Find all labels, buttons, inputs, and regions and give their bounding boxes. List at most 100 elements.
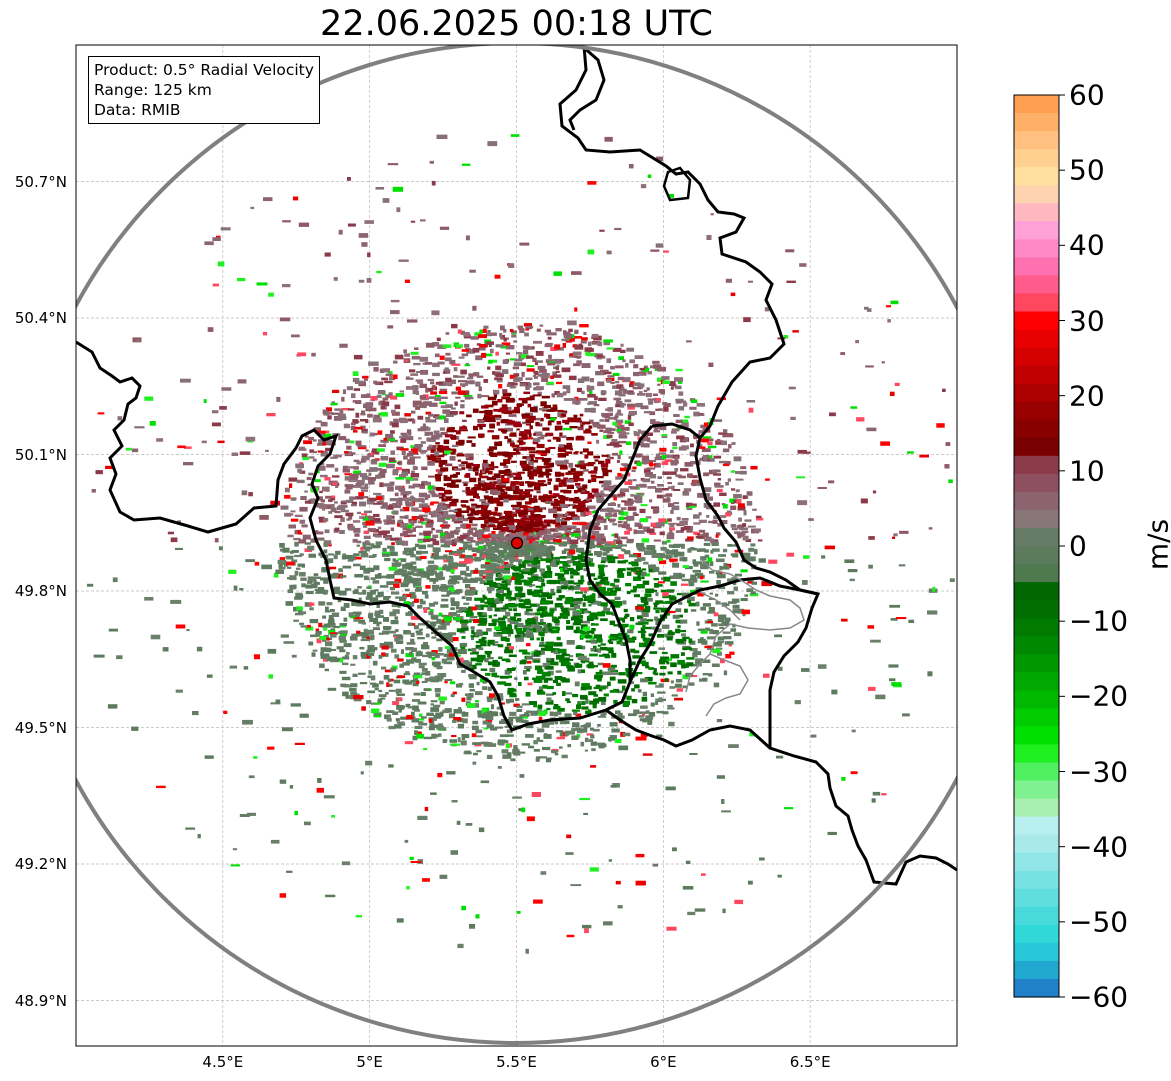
echo-pixel [555, 460, 565, 465]
echo-pixel [456, 549, 463, 555]
echo-pixel [396, 467, 402, 471]
echo-pixel [418, 532, 425, 536]
echo-pixel [394, 559, 399, 563]
echo-pixel [465, 453, 474, 458]
echo-pixel [360, 419, 368, 422]
echo-pixel [587, 462, 596, 465]
echo-pixel [383, 675, 390, 680]
echo-pixel [461, 627, 469, 631]
echo-pixel [540, 434, 548, 437]
echo-pixel [527, 403, 532, 408]
echo-pixel [644, 605, 651, 610]
echo-pixel [369, 432, 375, 437]
echo-pixel [602, 518, 607, 522]
echo-pixel [327, 415, 332, 420]
echo-pixel [737, 506, 746, 511]
echo-pixel [527, 437, 534, 440]
echo-pixel [652, 360, 660, 364]
echo-pixel [688, 682, 695, 686]
echo-pixel [523, 581, 532, 586]
echo-pixel [280, 505, 289, 510]
echo-pixel [455, 606, 459, 610]
echo-pixel [343, 603, 350, 608]
echo-pixel [593, 645, 597, 650]
echo-pixel [468, 467, 475, 472]
echo-pixel [508, 472, 514, 478]
echo-pixel [481, 709, 487, 714]
echo-pixel [378, 654, 383, 659]
echo-pixel [597, 424, 606, 429]
echo-pixel [624, 432, 630, 435]
echo-pixel [740, 598, 748, 602]
echo-pixel [406, 642, 416, 645]
echo-pixel [328, 553, 335, 556]
echo-pixel [455, 654, 461, 657]
echo-pixel [450, 565, 454, 570]
echo-pixel [677, 625, 681, 628]
echo-pixel [569, 426, 578, 429]
echo-pixel [555, 328, 562, 332]
echo-pixel [422, 423, 426, 429]
echo-pixel [632, 585, 637, 591]
echo-pixel [672, 614, 680, 619]
echo-pixel [497, 583, 502, 587]
echo-pixel [717, 478, 721, 481]
echo-pixel [359, 501, 366, 507]
echo-pixel [615, 476, 621, 480]
echo-pixel [496, 631, 502, 634]
echo-pixel [302, 534, 311, 540]
echo-pixel [611, 652, 617, 658]
echo-pixel [429, 609, 434, 614]
echo-pixel [643, 642, 648, 648]
echo-pixel [451, 498, 459, 503]
echo-pixel [436, 454, 445, 458]
echo-pixel [500, 527, 509, 532]
echo-pixel [318, 622, 323, 628]
echo-pixel [518, 599, 523, 602]
echo-pixel [395, 477, 405, 480]
echo-pixel [565, 597, 573, 601]
echo-pixel [528, 470, 536, 476]
echo-pixel [468, 559, 472, 564]
echo-pixel [530, 621, 537, 625]
echo-pixel [567, 560, 572, 564]
echo-pixel [380, 697, 386, 700]
echo-pixel [625, 363, 629, 368]
echo-pixel [477, 629, 482, 634]
echo-pixel [743, 557, 751, 560]
echo-pixel [325, 606, 329, 611]
echo-pixel [526, 397, 532, 401]
echo-pixel [620, 488, 630, 493]
echo-pixel [466, 703, 476, 708]
echo-pixel [471, 504, 478, 507]
echo-pixel [705, 536, 712, 542]
echo-pixel [627, 640, 635, 643]
echo-pixel [373, 492, 382, 495]
echo-pixel [385, 596, 391, 599]
echo-pixel [660, 546, 667, 551]
echo-pixel [692, 569, 701, 573]
echo-pixel [470, 336, 479, 340]
echo-pixel [471, 629, 475, 635]
echo-pixel [367, 647, 372, 653]
echo-pixel [549, 361, 554, 364]
echo-pixel [620, 507, 627, 511]
echo-pixel [574, 336, 583, 339]
echo-pixel [567, 417, 573, 423]
echo-pixel [534, 361, 538, 366]
echo-pixel [715, 593, 719, 597]
echo-pixel [617, 409, 622, 415]
echo-pixel [318, 601, 326, 606]
echo-pixel [571, 338, 575, 342]
echo-pixel [597, 381, 605, 387]
echo-pixel [655, 592, 659, 597]
echo-pixel [713, 502, 720, 507]
echo-pixel [528, 555, 536, 558]
echo-pixel [698, 519, 707, 523]
echo-pixel [546, 657, 552, 661]
echo-pixel [601, 556, 609, 562]
echo-pixel [564, 732, 570, 736]
echo-pixel [542, 613, 546, 617]
echo-pixel [737, 533, 742, 539]
echo-pixel [636, 557, 646, 561]
